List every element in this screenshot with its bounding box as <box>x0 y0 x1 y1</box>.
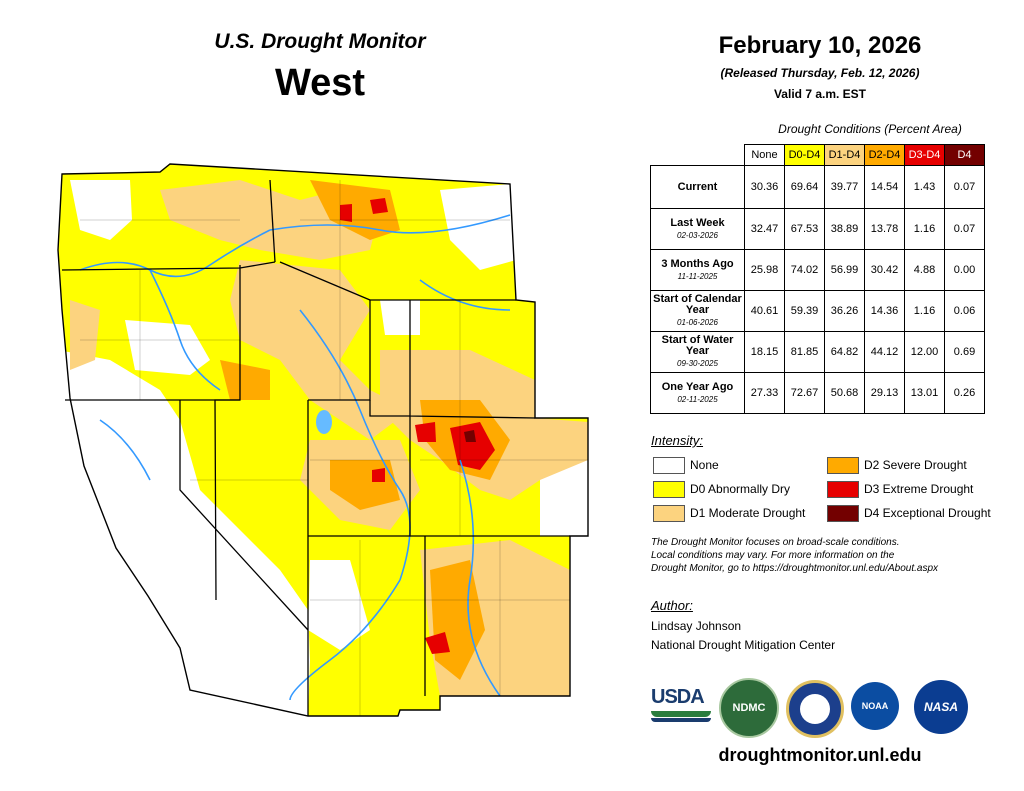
cell-value: 0.06 <box>944 290 985 332</box>
cell-value: 69.64 <box>784 165 825 209</box>
row-label: Last Week 02-03-2026 <box>650 208 745 250</box>
table-row: 3 Months Ago 11-11-2025 25.98 74.02 56.99… <box>650 249 985 291</box>
col-header-d3-d4: D3-D4 <box>904 144 945 166</box>
legend-swatch-none <box>653 457 685 474</box>
release-date: (Released Thursday, Feb. 12, 2026) <box>720 66 920 80</box>
note-line: Local conditions may vary. For more info… <box>651 550 895 561</box>
cell-value: 59.39 <box>784 290 825 332</box>
table-row: Current 30.36 69.64 39.77 14.54 1.43 0.0… <box>650 165 985 209</box>
cell-value: 32.47 <box>744 208 785 250</box>
legend-swatch-d2 <box>827 457 859 474</box>
note-line: The Drought Monitor focuses on broad-sca… <box>651 537 900 548</box>
note-line: Drought Monitor, go to https://droughtmo… <box>651 563 939 574</box>
cell-value: 0.26 <box>944 372 985 414</box>
col-header-d1-d4: D1-D4 <box>824 144 865 166</box>
cell-value: 14.54 <box>864 165 905 209</box>
legend-label-d2: D2 Severe Drought <box>864 458 967 472</box>
cell-value: 13.01 <box>904 372 945 414</box>
drought-conditions-table: None D0-D4 D1-D4 D2-D4 D3-D4 D4 Current … <box>650 144 985 414</box>
legend-swatch-d4 <box>827 505 859 522</box>
cell-value: 67.53 <box>784 208 825 250</box>
legend-label-none: None <box>690 458 719 472</box>
cell-value: 38.89 <box>824 208 865 250</box>
commerce-seal-icon <box>786 680 844 738</box>
cell-value: 0.07 <box>944 165 985 209</box>
cell-value: 13.78 <box>864 208 905 250</box>
drought-map <box>57 163 589 717</box>
noaa-logo: NOAA <box>851 682 899 730</box>
valid-time: Valid 7 a.m. EST <box>773 87 867 101</box>
row-label: Current <box>650 165 745 209</box>
cell-value: 74.02 <box>784 249 825 291</box>
cell-value: 1.16 <box>904 208 945 250</box>
cell-value: 36.26 <box>824 290 865 332</box>
legend-label-d3: D3 Extreme Drought <box>864 482 974 496</box>
cell-value: 14.36 <box>864 290 905 332</box>
col-header-d2-d4: D2-D4 <box>864 144 905 166</box>
map-date: February 10, 2026 <box>718 32 922 59</box>
disclaimer-note: The Drought Monitor focuses on broad-sca… <box>651 536 1011 575</box>
cell-value: 0.69 <box>944 331 985 373</box>
cell-value: 72.67 <box>784 372 825 414</box>
cell-value: 0.00 <box>944 249 985 291</box>
table-row: One Year Ago 02-11-2025 27.33 72.67 50.68… <box>650 372 985 414</box>
col-header-d0-d4: D0-D4 <box>784 144 825 166</box>
cell-value: 1.16 <box>904 290 945 332</box>
table-header-row: None D0-D4 D1-D4 D2-D4 D3-D4 D4 <box>651 144 985 166</box>
cell-value: 81.85 <box>784 331 825 373</box>
row-label: One Year Ago 02-11-2025 <box>650 372 745 414</box>
table-row: Start of Calendar Year 01-06-2026 40.61 5… <box>650 290 985 332</box>
author-heading: Author: <box>651 598 693 613</box>
cell-value: 30.42 <box>864 249 905 291</box>
table-row: Start of Water Year 09-30-2025 18.15 81.8… <box>650 331 985 373</box>
cell-value: 0.07 <box>944 208 985 250</box>
legend-label-d0: D0 Abnormally Dry <box>690 482 791 496</box>
legend-label-d1: D1 Moderate Drought <box>690 506 806 520</box>
cell-value: 1.43 <box>904 165 945 209</box>
cell-value: 40.61 <box>744 290 785 332</box>
table-row: Last Week 02-03-2026 32.47 67.53 38.89 13… <box>650 208 985 250</box>
cell-value: 4.88 <box>904 249 945 291</box>
cell-value: 18.15 <box>744 331 785 373</box>
map-subtitle: U.S. Drought Monitor <box>214 30 426 53</box>
row-label: 3 Months Ago 11-11-2025 <box>650 249 745 291</box>
cell-value: 29.13 <box>864 372 905 414</box>
region-title: West <box>274 62 366 104</box>
legend-swatch-d0 <box>653 481 685 498</box>
cell-value: 30.36 <box>744 165 785 209</box>
author-org: National Drought Mitigation Center <box>651 638 836 652</box>
cell-value: 39.77 <box>824 165 865 209</box>
cell-value: 25.98 <box>744 249 785 291</box>
legend-label-d4: D4 Exceptional Drought <box>864 506 991 520</box>
cell-value: 50.68 <box>824 372 865 414</box>
legend-swatch-d1 <box>653 505 685 522</box>
legend-heading: Intensity: <box>651 433 704 448</box>
col-header-d4: D4 <box>944 144 985 166</box>
cell-value: 27.33 <box>744 372 785 414</box>
cell-value: 12.00 <box>904 331 945 373</box>
usda-logo: USDA <box>651 686 711 728</box>
author-name: Lindsay Johnson <box>651 619 742 633</box>
legend-swatch-d3 <box>827 481 859 498</box>
row-label: Start of Calendar Year 01-06-2026 <box>650 290 745 332</box>
website-url[interactable]: droughtmonitor.unl.edu <box>718 745 922 765</box>
table-title: Drought Conditions (Percent Area) <box>778 122 962 136</box>
ndmc-logo: NDMC <box>719 678 779 738</box>
cell-value: 56.99 <box>824 249 865 291</box>
col-header-none: None <box>744 144 785 166</box>
row-label: Start of Water Year 09-30-2025 <box>650 331 745 373</box>
cell-value: 64.82 <box>824 331 865 373</box>
cell-value: 44.12 <box>864 331 905 373</box>
nasa-logo: NASA <box>914 680 968 734</box>
